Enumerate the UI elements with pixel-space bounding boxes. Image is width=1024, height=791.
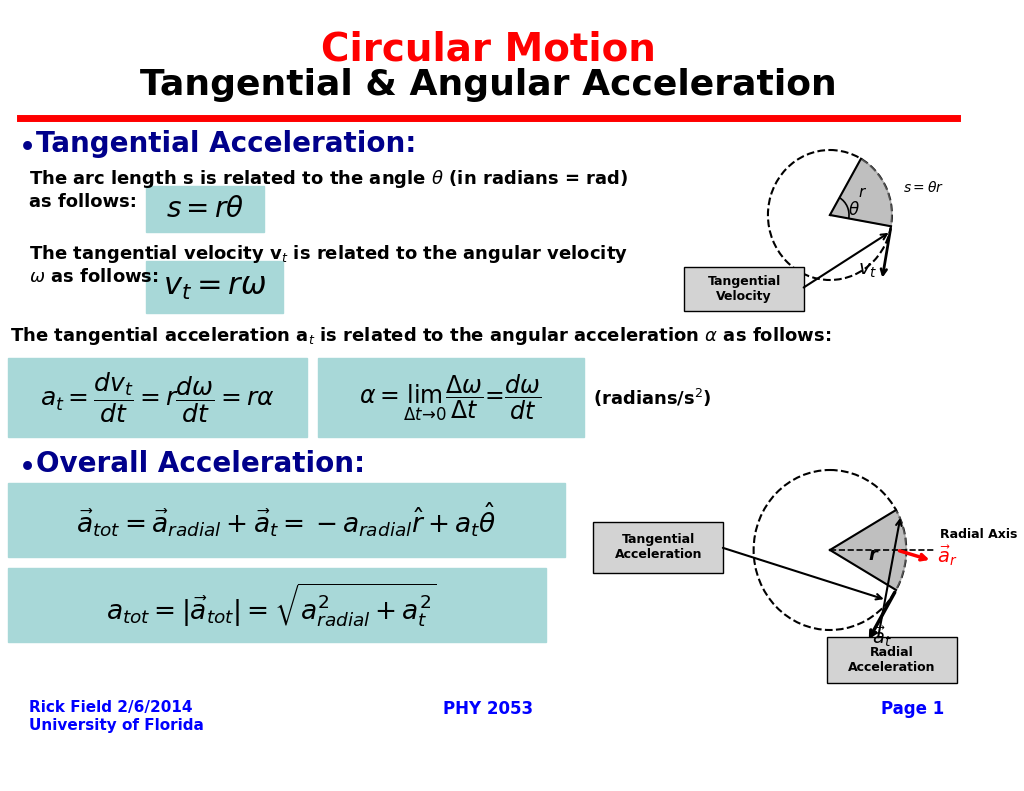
Text: $\bullet$: $\bullet$ <box>17 130 33 159</box>
Text: Radial
Acceleration: Radial Acceleration <box>848 646 936 674</box>
Text: $s = \theta r$: $s = \theta r$ <box>903 180 944 195</box>
FancyBboxPatch shape <box>684 267 804 311</box>
Text: (radians/s$^2$): (radians/s$^2$) <box>593 387 712 409</box>
Text: $v_t = r\omega$: $v_t = r\omega$ <box>163 273 266 301</box>
FancyBboxPatch shape <box>146 261 284 313</box>
FancyBboxPatch shape <box>7 483 565 557</box>
Text: Tangential Acceleration:: Tangential Acceleration: <box>36 130 417 158</box>
Polygon shape <box>829 510 906 590</box>
FancyBboxPatch shape <box>593 522 723 573</box>
Text: The tangential velocity v$_t$ is related to the angular velocity: The tangential velocity v$_t$ is related… <box>29 243 628 265</box>
Text: $\bullet$: $\bullet$ <box>17 450 33 479</box>
FancyBboxPatch shape <box>317 358 584 437</box>
Text: as follows:: as follows: <box>29 193 136 211</box>
Text: $\vec{a}_{tot} = \vec{a}_{radial} + \vec{a}_t = -a_{radial}\hat{r} + a_t\hat{\th: $\vec{a}_{tot} = \vec{a}_{radial} + \vec… <box>76 501 497 539</box>
Text: $s = r\theta$: $s = r\theta$ <box>166 195 245 223</box>
Text: $\vec{a}_r$: $\vec{a}_r$ <box>937 543 957 568</box>
Text: Tangential & Angular Acceleration: Tangential & Angular Acceleration <box>140 68 837 102</box>
Text: Tangential
Acceleration: Tangential Acceleration <box>614 533 702 561</box>
Text: r: r <box>858 184 864 199</box>
FancyBboxPatch shape <box>7 358 307 437</box>
Text: $\vec{a}_t$: $\vec{a}_t$ <box>872 625 892 649</box>
Text: Radial Axis: Radial Axis <box>940 528 1017 542</box>
Text: Page 1: Page 1 <box>882 700 944 718</box>
Text: Overall Acceleration:: Overall Acceleration: <box>36 450 366 478</box>
FancyBboxPatch shape <box>7 568 546 642</box>
Text: $\alpha = \lim_{\Delta t \to 0} \dfrac{\Delta\omega}{\Delta t} = \dfrac{d\omega}: $\alpha = \lim_{\Delta t \to 0} \dfrac{\… <box>359 373 542 423</box>
Text: The tangential acceleration a$_t$ is related to the angular acceleration $\alpha: The tangential acceleration a$_t$ is rel… <box>9 325 831 347</box>
Text: Circular Motion: Circular Motion <box>321 30 655 68</box>
Text: r: r <box>868 546 878 564</box>
Text: Tangential
Velocity: Tangential Velocity <box>708 275 780 303</box>
FancyBboxPatch shape <box>827 637 956 683</box>
Text: University of Florida: University of Florida <box>29 718 204 733</box>
Text: Rick Field 2/6/2014: Rick Field 2/6/2014 <box>29 700 193 715</box>
Text: The arc length s is related to the angle $\theta$ (in radians = rad): The arc length s is related to the angle… <box>29 168 628 190</box>
Text: $\theta$: $\theta$ <box>848 201 860 219</box>
Polygon shape <box>829 159 892 226</box>
Text: $v_t$: $v_t$ <box>858 261 878 280</box>
Text: $a_t = \dfrac{dv_t}{dt} = r\dfrac{d\omega}{dt} = r\alpha$: $a_t = \dfrac{dv_t}{dt} = r\dfrac{d\omeg… <box>40 371 274 425</box>
FancyBboxPatch shape <box>146 186 264 232</box>
Text: $\omega$ as follows:: $\omega$ as follows: <box>29 268 159 286</box>
Text: $a_{tot} = |\vec{a}_{tot}| = \sqrt{a^2_{radial} + a^2_t}$: $a_{tot} = |\vec{a}_{tot}| = \sqrt{a^2_{… <box>106 581 437 629</box>
Text: PHY 2053: PHY 2053 <box>443 700 534 718</box>
